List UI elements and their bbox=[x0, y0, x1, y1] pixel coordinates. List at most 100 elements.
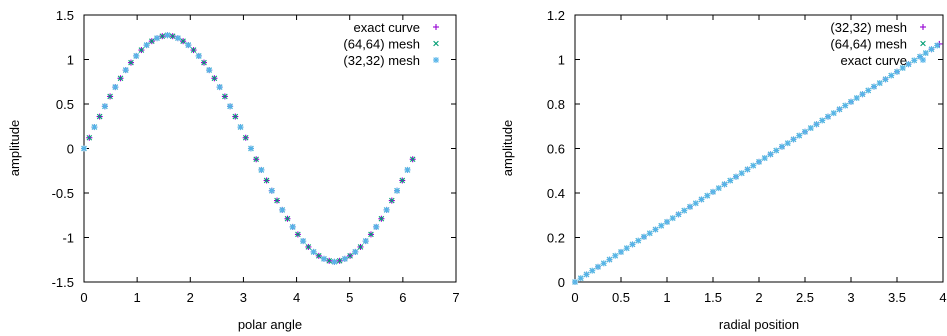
data-point bbox=[761, 155, 768, 162]
data-point bbox=[618, 248, 624, 255]
y-tick-label: 0 bbox=[558, 275, 565, 290]
data-point bbox=[842, 102, 849, 109]
data-point bbox=[704, 192, 711, 199]
legend-label: (32,32) mesh bbox=[830, 20, 907, 35]
axis-ticks: 0 0.5 1 1.5 2 2.5 3 3.5 4 1.2 1 0.8 0.6 0.4 0.2 0 bbox=[547, 8, 947, 305]
data-point bbox=[341, 255, 348, 262]
data-point bbox=[744, 166, 751, 173]
axis-ticks: 0 1 2 3 4 5 6 7 1.5 1 0.5 0 -0.5 -1 -1.5 bbox=[52, 8, 460, 305]
x-tick-label: 0 bbox=[80, 290, 87, 305]
data-point bbox=[802, 128, 808, 135]
data-point bbox=[237, 124, 244, 131]
data-point bbox=[928, 46, 935, 53]
data-point bbox=[310, 248, 317, 255]
y-tick-label: 0.4 bbox=[547, 186, 565, 201]
data-point bbox=[796, 132, 803, 139]
y-tick-label: 0 bbox=[67, 142, 74, 157]
data-point bbox=[180, 38, 186, 44]
data-point bbox=[629, 241, 636, 248]
data-point bbox=[876, 80, 883, 87]
data-point bbox=[595, 263, 601, 270]
x-tick-label: 6 bbox=[399, 290, 406, 305]
data-point bbox=[641, 233, 647, 240]
data-point bbox=[253, 156, 259, 163]
data-point bbox=[819, 117, 826, 124]
data-point bbox=[247, 145, 254, 152]
polar-angle-chart: 0 1 2 3 4 5 6 7 1.5 1 0.5 0 -0.5 -1 -1.5 exact curve (6… bbox=[7, 8, 460, 332]
data-point bbox=[404, 166, 411, 173]
x-tick-label: 0.5 bbox=[612, 290, 630, 305]
y-tick-label: -1.5 bbox=[52, 275, 74, 290]
data-point bbox=[190, 47, 197, 53]
data-point bbox=[227, 103, 234, 110]
data-point bbox=[710, 188, 716, 195]
data-point bbox=[143, 42, 150, 49]
data-point bbox=[871, 83, 877, 90]
data-point bbox=[646, 230, 653, 237]
x-tick-label: 1 bbox=[134, 290, 141, 305]
data-point bbox=[721, 181, 728, 188]
y-tick-label: 0.6 bbox=[547, 142, 565, 157]
data-point bbox=[899, 64, 906, 71]
data-point bbox=[859, 91, 866, 98]
y-axis-label: amplitude bbox=[500, 120, 515, 176]
data-point bbox=[154, 35, 161, 42]
legend-marker bbox=[433, 40, 439, 47]
data-point bbox=[715, 185, 722, 192]
data-point bbox=[669, 215, 676, 222]
data-point bbox=[133, 52, 140, 59]
y-tick-label: 1.5 bbox=[56, 8, 74, 23]
data-point bbox=[315, 253, 322, 259]
legend-entry: (64,64) mesh bbox=[830, 37, 926, 52]
data-point bbox=[389, 197, 395, 204]
legend-entry: exact curve bbox=[841, 53, 926, 68]
data-point bbox=[779, 143, 785, 150]
data-point bbox=[934, 42, 941, 49]
legend-label: exact curve bbox=[841, 53, 907, 68]
legend-marker bbox=[433, 24, 439, 30]
data-point bbox=[232, 113, 239, 120]
data-point bbox=[773, 147, 780, 154]
data-point bbox=[352, 248, 359, 255]
data-point bbox=[836, 106, 843, 113]
data-point bbox=[96, 113, 103, 120]
data-point bbox=[790, 136, 797, 143]
data-point bbox=[201, 59, 207, 66]
data-point bbox=[784, 140, 791, 147]
legend-marker bbox=[920, 24, 926, 30]
series-2 bbox=[572, 42, 941, 285]
data-point bbox=[164, 32, 171, 39]
x-tick-label: 4 bbox=[293, 290, 300, 305]
data-point bbox=[326, 258, 332, 264]
legend-marker bbox=[920, 57, 926, 63]
data-point bbox=[373, 223, 380, 230]
data-point bbox=[86, 134, 93, 141]
data-point bbox=[394, 187, 401, 194]
data-point bbox=[368, 231, 374, 238]
data-point bbox=[295, 231, 301, 238]
data-point bbox=[149, 38, 155, 44]
data-point bbox=[331, 258, 338, 265]
x-tick-label: 3 bbox=[240, 290, 247, 305]
data-point bbox=[853, 94, 860, 101]
data-point bbox=[606, 256, 613, 263]
data-point bbox=[652, 226, 659, 233]
data-point bbox=[848, 98, 854, 105]
y-tick-label: -0.5 bbox=[52, 186, 74, 201]
legend-marker bbox=[920, 40, 926, 47]
data-point bbox=[300, 238, 307, 245]
data-point bbox=[623, 245, 630, 252]
data-point bbox=[101, 103, 108, 110]
y-tick-label: 1 bbox=[67, 53, 74, 68]
x-tick-label: 2.5 bbox=[796, 290, 814, 305]
legend-label: (32,32) mesh bbox=[343, 53, 420, 68]
legend-label: (64,64) mesh bbox=[343, 37, 420, 52]
data-point bbox=[750, 162, 757, 169]
data-point bbox=[336, 258, 343, 264]
y-tick-label: 0.5 bbox=[56, 97, 74, 112]
data-point bbox=[894, 68, 900, 75]
data-point bbox=[378, 215, 385, 222]
data-point bbox=[675, 211, 682, 218]
x-tick-label: 4 bbox=[939, 290, 946, 305]
data-point bbox=[577, 275, 584, 282]
